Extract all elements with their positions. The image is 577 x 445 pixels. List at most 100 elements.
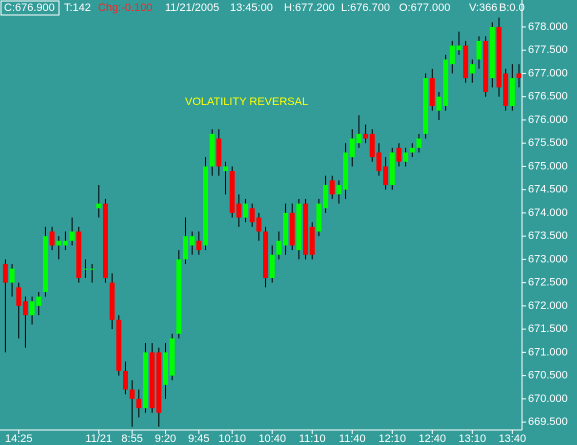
candle-body [149, 352, 155, 409]
x-tick-label: 10:10 [218, 433, 246, 445]
candle-body [383, 166, 389, 186]
y-tick-label: 674.000 [528, 207, 568, 219]
candle-body [429, 78, 435, 106]
info-volume: V:366 [469, 2, 497, 14]
candle-body [469, 64, 475, 74]
info-open: O:677.000 [399, 2, 450, 14]
candle-body [389, 152, 395, 186]
info-low: L:676.700 [341, 2, 390, 14]
candle-body [496, 26, 502, 88]
candle-body [463, 45, 469, 79]
y-tick-label: 670.500 [528, 370, 568, 382]
x-tick-label: 13:40 [499, 433, 527, 445]
candle-body [369, 133, 375, 158]
x-tick-label: 13:10 [459, 433, 487, 445]
candle-body [223, 166, 229, 172]
info-b: B:0.0 [499, 2, 525, 14]
candle-body [203, 166, 209, 246]
candle-body [503, 73, 509, 106]
candle-body [129, 389, 135, 399]
candle-body [329, 180, 335, 195]
candle-body [509, 78, 515, 106]
candle-body [16, 287, 22, 306]
candle-body [236, 203, 242, 218]
y-tick-label: 673.000 [528, 253, 568, 265]
candle-body [516, 73, 522, 79]
candle-body [296, 203, 302, 251]
candle-body [122, 370, 128, 390]
candle-body [62, 240, 68, 246]
x-tick-label: 11/21 [85, 433, 112, 445]
candle-body [2, 264, 8, 283]
y-tick-label: 677.000 [528, 67, 568, 79]
candle-body [483, 40, 489, 93]
candle-body [343, 152, 349, 190]
candle-body [116, 319, 122, 371]
candle-body [42, 236, 48, 292]
candle-body [82, 268, 88, 270]
info-time: 13:45:00 [230, 2, 273, 14]
candle-body [69, 231, 75, 241]
candle-body [162, 352, 168, 385]
y-tick-label: 669.500 [528, 416, 568, 428]
candle-body [156, 352, 162, 413]
candle-body [316, 203, 322, 232]
candle-body [136, 398, 142, 409]
x-tick-label: 11:40 [339, 433, 366, 445]
x-tick-label: 9:45 [188, 433, 209, 445]
candle-body [256, 217, 262, 232]
y-tick-label: 675.500 [528, 137, 568, 149]
y-tick-label: 672.000 [528, 300, 568, 312]
y-tick-label: 673.500 [528, 230, 568, 242]
candle-body [109, 282, 115, 320]
candle-body [489, 26, 495, 79]
y-tick-label: 672.500 [528, 277, 568, 289]
x-tick-label: 8:55 [121, 433, 142, 445]
candle-body [289, 212, 295, 246]
candle-body [176, 259, 182, 334]
candle-body [96, 203, 102, 209]
x-tick-label: 9:20 [155, 433, 176, 445]
candle-body [183, 236, 188, 260]
candle-body [443, 59, 449, 106]
info-change: Chg:-0.100 [98, 2, 152, 14]
info-ticks: T:142 [64, 2, 91, 14]
candle-body [169, 338, 175, 376]
candle-body [216, 138, 222, 167]
y-tick-label: 670.000 [528, 393, 568, 405]
candle-body [309, 226, 315, 255]
info-close: C:676.900 [4, 2, 55, 14]
y-tick-label: 671.000 [528, 346, 568, 358]
candle-body [376, 152, 382, 172]
candle-body [49, 231, 55, 246]
close-box [0, 0, 60, 16]
info-date: 11/21/2005 [165, 2, 219, 14]
candle-body [229, 171, 235, 213]
candle-body [269, 254, 275, 278]
candle-body [263, 231, 269, 278]
x-tick-label: 12:10 [379, 433, 407, 445]
y-tick-label: 675.000 [528, 160, 568, 172]
candle-body [36, 296, 42, 306]
info-high: H:677.200 [284, 2, 335, 14]
candle-body [396, 147, 402, 162]
y-tick-label: 676.500 [528, 91, 568, 103]
x-tick-label: 10:40 [258, 433, 286, 445]
candle-body [416, 138, 422, 148]
candle-body [476, 40, 482, 60]
candle-body [189, 236, 195, 246]
candle-body [363, 133, 369, 139]
candle-body [449, 45, 455, 65]
candle-body [436, 96, 442, 111]
candle-body [243, 203, 249, 218]
candle-body [423, 78, 429, 134]
x-tick-label: 14:25 [5, 433, 33, 445]
candle-body [209, 133, 215, 167]
candle-body [283, 212, 289, 246]
y-tick-label: 676.000 [528, 114, 568, 126]
candle-body [142, 352, 148, 409]
annotation: VOLATILITY REVERSAL [185, 96, 308, 108]
candle-body [29, 301, 35, 316]
